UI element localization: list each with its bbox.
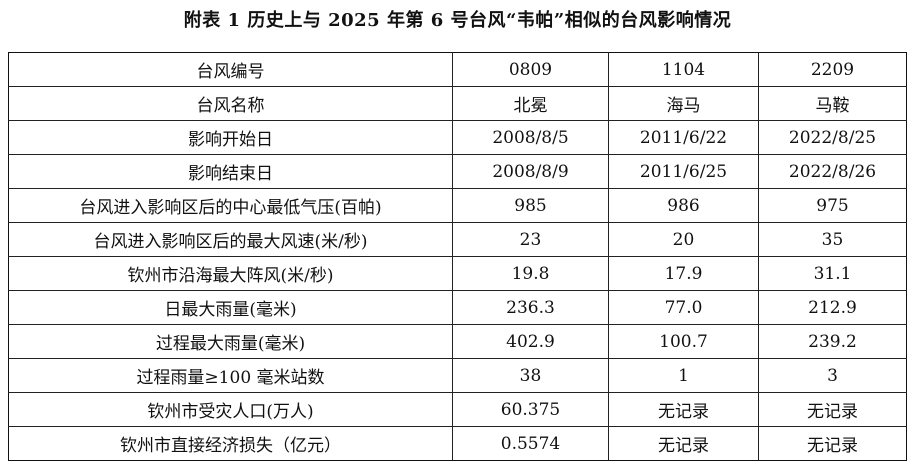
table-cell: 3 — [758, 358, 907, 393]
table-cell: 2209 — [758, 52, 907, 87]
table-row: 钦州市沿海最大阵风(米/秒) 19.8 17.9 31.1 — [8, 256, 907, 291]
row-label: 台风名称 — [8, 86, 453, 121]
table-cell: 17.9 — [608, 256, 759, 291]
table-row: 台风名称 北冕 海马 马鞍 — [8, 86, 907, 121]
typhoon-comparison-table: 台风编号 0809 1104 2209 台风名称 北冕 海马 马鞍 影响开始日 2008/8/5 2… — [8, 52, 907, 461]
row-label: 钦州市直接经济损失（亿元） — [8, 426, 453, 461]
row-label: 钦州市沿海最大阵风(米/秒) — [8, 256, 453, 291]
row-label: 台风编号 — [8, 52, 453, 87]
table-cell: 2011/6/22 — [608, 120, 759, 155]
table-cell: 239.2 — [758, 324, 907, 359]
table-cell: 212.9 — [758, 290, 907, 325]
table-cell: 无记录 — [758, 426, 907, 461]
table-cell: 1 — [608, 358, 759, 393]
table-cell: 马鞍 — [758, 86, 907, 121]
table-cell: 1104 — [608, 52, 759, 87]
table-row: 过程最大雨量(毫米) 402.9 100.7 239.2 — [8, 324, 907, 359]
row-label: 台风进入影响区后的中心最低气压(百帕) — [8, 188, 453, 223]
table-cell: 无记录 — [758, 392, 907, 427]
row-label: 影响结束日 — [8, 154, 453, 189]
table-cell: 2022/8/26 — [758, 154, 907, 189]
row-label: 过程雨量≥100 毫米站数 — [8, 358, 453, 393]
table-cell: 20 — [608, 222, 759, 257]
table-cell: 2011/6/25 — [608, 154, 759, 189]
row-label: 过程最大雨量(毫米) — [8, 324, 453, 359]
table-row: 台风编号 0809 1104 2209 — [8, 52, 907, 87]
table-cell: 无记录 — [608, 426, 759, 461]
table-cell: 无记录 — [608, 392, 759, 427]
table-cell: 19.8 — [452, 256, 609, 291]
table-cell: 23 — [452, 222, 609, 257]
table-row: 日最大雨量(毫米) 236.3 77.0 212.9 — [8, 290, 907, 325]
table-cell: 985 — [452, 188, 609, 223]
table-cell: 2008/8/5 — [452, 120, 609, 155]
table-row: 影响开始日 2008/8/5 2011/6/22 2022/8/25 — [8, 120, 907, 155]
table-cell: 975 — [758, 188, 907, 223]
table-row: 台风进入影响区后的中心最低气压(百帕) 985 986 975 — [8, 188, 907, 223]
row-label: 日最大雨量(毫米) — [8, 290, 453, 325]
table-row: 钦州市直接经济损失（亿元） 0.5574 无记录 无记录 — [8, 426, 907, 461]
row-label: 影响开始日 — [8, 120, 453, 155]
table-cell: 236.3 — [452, 290, 609, 325]
table-row: 过程雨量≥100 毫米站数 38 1 3 — [8, 358, 907, 393]
table-row: 钦州市受灾人口(万人) 60.375 无记录 无记录 — [8, 392, 907, 427]
table-row: 台风进入影响区后的最大风速(米/秒) 23 20 35 — [8, 222, 907, 257]
table-cell: 35 — [758, 222, 907, 257]
table-cell: 0809 — [452, 52, 609, 87]
table-cell: 402.9 — [452, 324, 609, 359]
table-title: 附表 1 历史上与 2025 年第 6 号台风“韦帕”相似的台风影响情况 — [183, 10, 732, 31]
table-cell: 2022/8/25 — [758, 120, 907, 155]
table-cell: 100.7 — [608, 324, 759, 359]
row-label: 台风进入影响区后的最大风速(米/秒) — [8, 222, 453, 257]
table-cell: 31.1 — [758, 256, 907, 291]
table-cell: 2008/8/9 — [452, 154, 609, 189]
table-cell: 77.0 — [608, 290, 759, 325]
table-cell: 38 — [452, 358, 609, 393]
table-row: 影响结束日 2008/8/9 2011/6/25 2022/8/26 — [8, 154, 907, 189]
table-cell: 60.375 — [452, 392, 609, 427]
table-cell: 海马 — [608, 86, 759, 121]
table-cell: 986 — [608, 188, 759, 223]
row-label: 钦州市受灾人口(万人) — [8, 392, 453, 427]
table-cell: 0.5574 — [452, 426, 609, 461]
table-cell: 北冕 — [452, 86, 609, 121]
